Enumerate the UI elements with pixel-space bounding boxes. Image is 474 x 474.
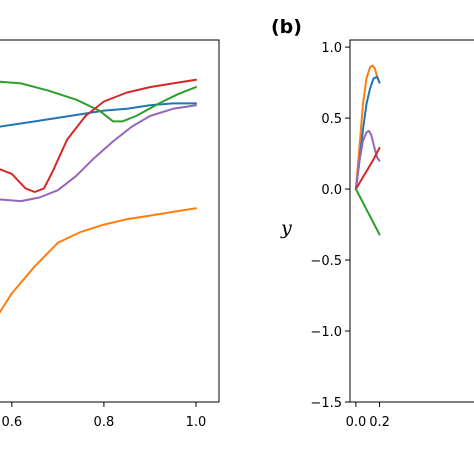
panel-b-y-axis-label: y bbox=[280, 217, 292, 239]
panel-b-y-ticks: 1.0 0.5 0.0 −0.5 −1.0 −1.5 bbox=[310, 41, 350, 411]
panel-b-y-tick-label: −0.5 bbox=[310, 254, 342, 269]
panel-b-series-line-2 bbox=[354, 75, 381, 191]
panel-b-series-line-1 bbox=[354, 64, 381, 191]
panel-a-series-line-1 bbox=[0, 207, 197, 314]
panel-b-y-tick-label: 0.0 bbox=[321, 183, 342, 198]
panel-a-axes-frame bbox=[0, 39, 220, 403]
panel-a-series-line-4 bbox=[0, 78, 197, 193]
panel-a-x-tick-label: 0.8 bbox=[94, 415, 115, 430]
panel-a-series-line-2 bbox=[0, 102, 197, 128]
panel-b-series-line-5 bbox=[354, 188, 381, 236]
panel-b: 0.0 0.2 1.00.50.0−0.5−1.0−1.5 (b) y bbox=[271, 16, 474, 430]
panel-a-x-tick-label: 1.0 bbox=[186, 415, 207, 430]
panel-a-series-line-5 bbox=[0, 104, 197, 203]
panel-b-y-tick-label: 0.5 bbox=[321, 112, 342, 127]
panel-b-x-tick-label: 0.0 bbox=[346, 415, 367, 430]
panel-a-series-group bbox=[0, 78, 197, 314]
panel-b-axes-frame bbox=[349, 39, 474, 403]
panel-b-series-group bbox=[354, 64, 381, 236]
panel-b-y-tick-label: −1.5 bbox=[310, 396, 342, 411]
panel-b-x-ticks: 0.0 0.2 bbox=[346, 402, 390, 430]
panel-b-y-tick-label: 1.0 bbox=[321, 41, 342, 56]
panel-b-series-line-4 bbox=[354, 146, 381, 191]
panel-b-label: (b) bbox=[271, 16, 302, 38]
panel-b-y-tick-label: −1.0 bbox=[310, 325, 342, 340]
panel-b-x-tick-label: 0.2 bbox=[369, 415, 390, 430]
panel-a-x-tick-label: 0.6 bbox=[1, 415, 22, 430]
panel-a: 0.6 0.8 1.0 bbox=[0, 39, 220, 430]
panel-a-series-line-3 bbox=[0, 80, 197, 123]
panel-a-x-ticks: 0.6 0.8 1.0 bbox=[1, 402, 206, 430]
